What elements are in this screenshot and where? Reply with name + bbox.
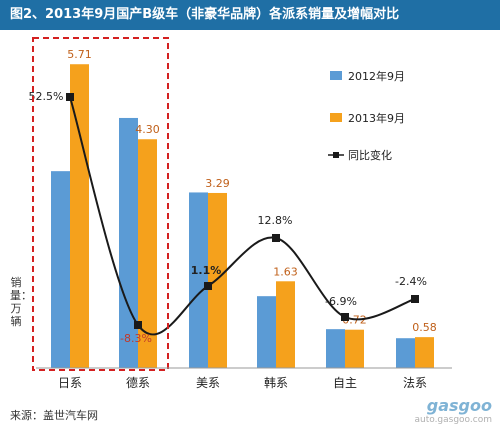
bar-2012-1	[119, 117, 138, 369]
bar-2013-3	[276, 281, 295, 368]
watermark-brand: gasgoo	[426, 396, 492, 415]
bar-label-2013-1: 4.30	[135, 123, 160, 136]
bar-2013-2	[208, 192, 227, 368]
yoy-label-0: 52.5%	[29, 90, 64, 103]
bar-2012-5	[396, 338, 415, 368]
legend-marker-yoy	[333, 152, 339, 158]
legend-swatch-2013	[330, 113, 342, 122]
x-tick-label-0: 日系	[58, 376, 82, 390]
yoy-label-4: -6.9%	[325, 295, 357, 308]
legend-swatch-2012	[330, 71, 342, 80]
yoy-marker-0	[66, 93, 74, 101]
bar-2013-1	[138, 139, 157, 368]
legend-label-2012: 2012年9月	[348, 69, 405, 83]
bar-2013-0	[70, 64, 89, 368]
bar-2012-3	[257, 296, 276, 368]
x-tick-label-1: 德系	[126, 375, 150, 390]
yoy-marker-4	[341, 313, 349, 321]
yoy-label-3: 12.8%	[258, 214, 293, 227]
x-tick-label-5: 法系	[403, 376, 427, 390]
bar-2013-5	[415, 337, 434, 368]
bar-label-2013-3: 1.63	[273, 265, 298, 278]
yoy-marker-2	[204, 282, 212, 290]
x-tick-label-2: 美系	[196, 376, 220, 390]
x-tick-label-4: 自主	[333, 376, 357, 390]
bar-label-2013-5: 0.58	[412, 321, 437, 334]
chart-title: 图2、2013年9月国产B级车（非豪华品牌）各派系销量及增幅对比	[0, 0, 500, 30]
yoy-marker-5	[411, 295, 419, 303]
yoy-label-2: 1.1%	[191, 264, 222, 277]
bar-2012-0	[51, 171, 70, 368]
bar-2012-2	[189, 192, 208, 368]
yoy-marker-1	[134, 321, 142, 329]
bar-label-2013-0: 5.71	[67, 48, 92, 61]
bar-label-2013-2: 3.29	[205, 177, 230, 190]
y-axis-label: 销量：万辆	[10, 276, 32, 328]
yoy-marker-3	[272, 234, 280, 242]
legend-label-2013: 2013年9月	[348, 111, 405, 125]
legend-label-yoy: 同比变化	[348, 148, 392, 162]
bar-2012-4	[326, 329, 345, 368]
highlight-box	[32, 37, 169, 371]
watermark: gasgoo auto.gasgoo.com	[414, 396, 492, 425]
yoy-label-1: -8.3%	[120, 332, 152, 345]
watermark-site: auto.gasgoo.com	[414, 415, 492, 425]
x-tick-label-3: 韩系	[264, 375, 288, 390]
bar-2013-4	[345, 329, 364, 368]
yoy-label-5: -2.4%	[395, 275, 427, 288]
source-note: 来源：盖世汽车网	[10, 409, 98, 422]
